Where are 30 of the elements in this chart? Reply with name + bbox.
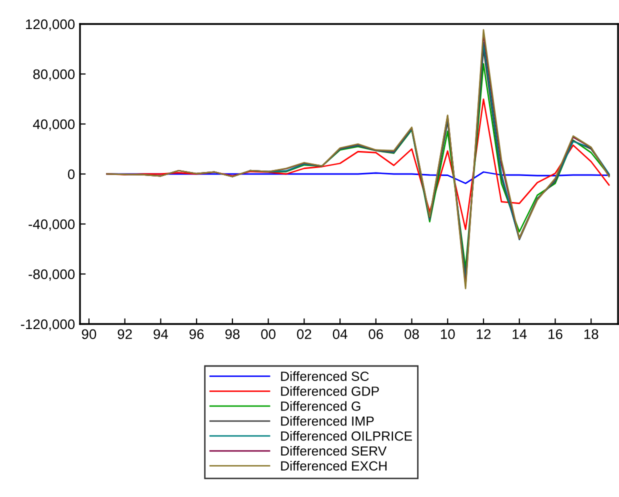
legend-label: Differenced SC — [281, 371, 369, 381]
x-tick-label: 04 — [332, 329, 348, 340]
x-tick-label: 92 — [118, 329, 132, 340]
x-tick-label: 94 — [154, 329, 168, 340]
legend-label: Differenced SERV — [281, 446, 387, 456]
x-tick-label: 10 — [440, 329, 455, 340]
y-tick-label: -40,000 — [28, 219, 75, 231]
y-tick-label: 80,000 — [33, 69, 75, 81]
x-tick-label: 12 — [476, 329, 491, 339]
y-tick-label: 0 — [68, 169, 75, 180]
legend-label: Differenced EXCH — [281, 460, 387, 471]
y-tick-label: -120,000 — [20, 319, 75, 331]
legend-label: Differenced IMP — [281, 416, 374, 426]
y-tick-label: 40,000 — [32, 119, 75, 131]
x-tick-label: 02 — [296, 329, 312, 340]
x-tick-label: 96 — [189, 329, 204, 340]
legend-label: Differenced G — [281, 401, 360, 411]
x-tick-label: 16 — [548, 329, 562, 340]
x-tick-label: 14 — [512, 329, 527, 339]
line-series — [106, 98, 610, 230]
x-tick-label: 00 — [261, 329, 276, 340]
x-tick-label: 98 — [225, 329, 240, 340]
y-tick-label: -80,000 — [28, 269, 75, 281]
y-tick-label: 120,000 — [26, 19, 75, 31]
legend-label: Differenced GDP — [281, 386, 379, 396]
x-tick-label: 90 — [82, 329, 96, 340]
x-tick-label: 18 — [584, 329, 598, 340]
legend-label: Differenced OILPRICE — [281, 431, 412, 441]
x-tick-label: 06 — [368, 329, 384, 340]
x-tick-label: 08 — [404, 329, 419, 340]
